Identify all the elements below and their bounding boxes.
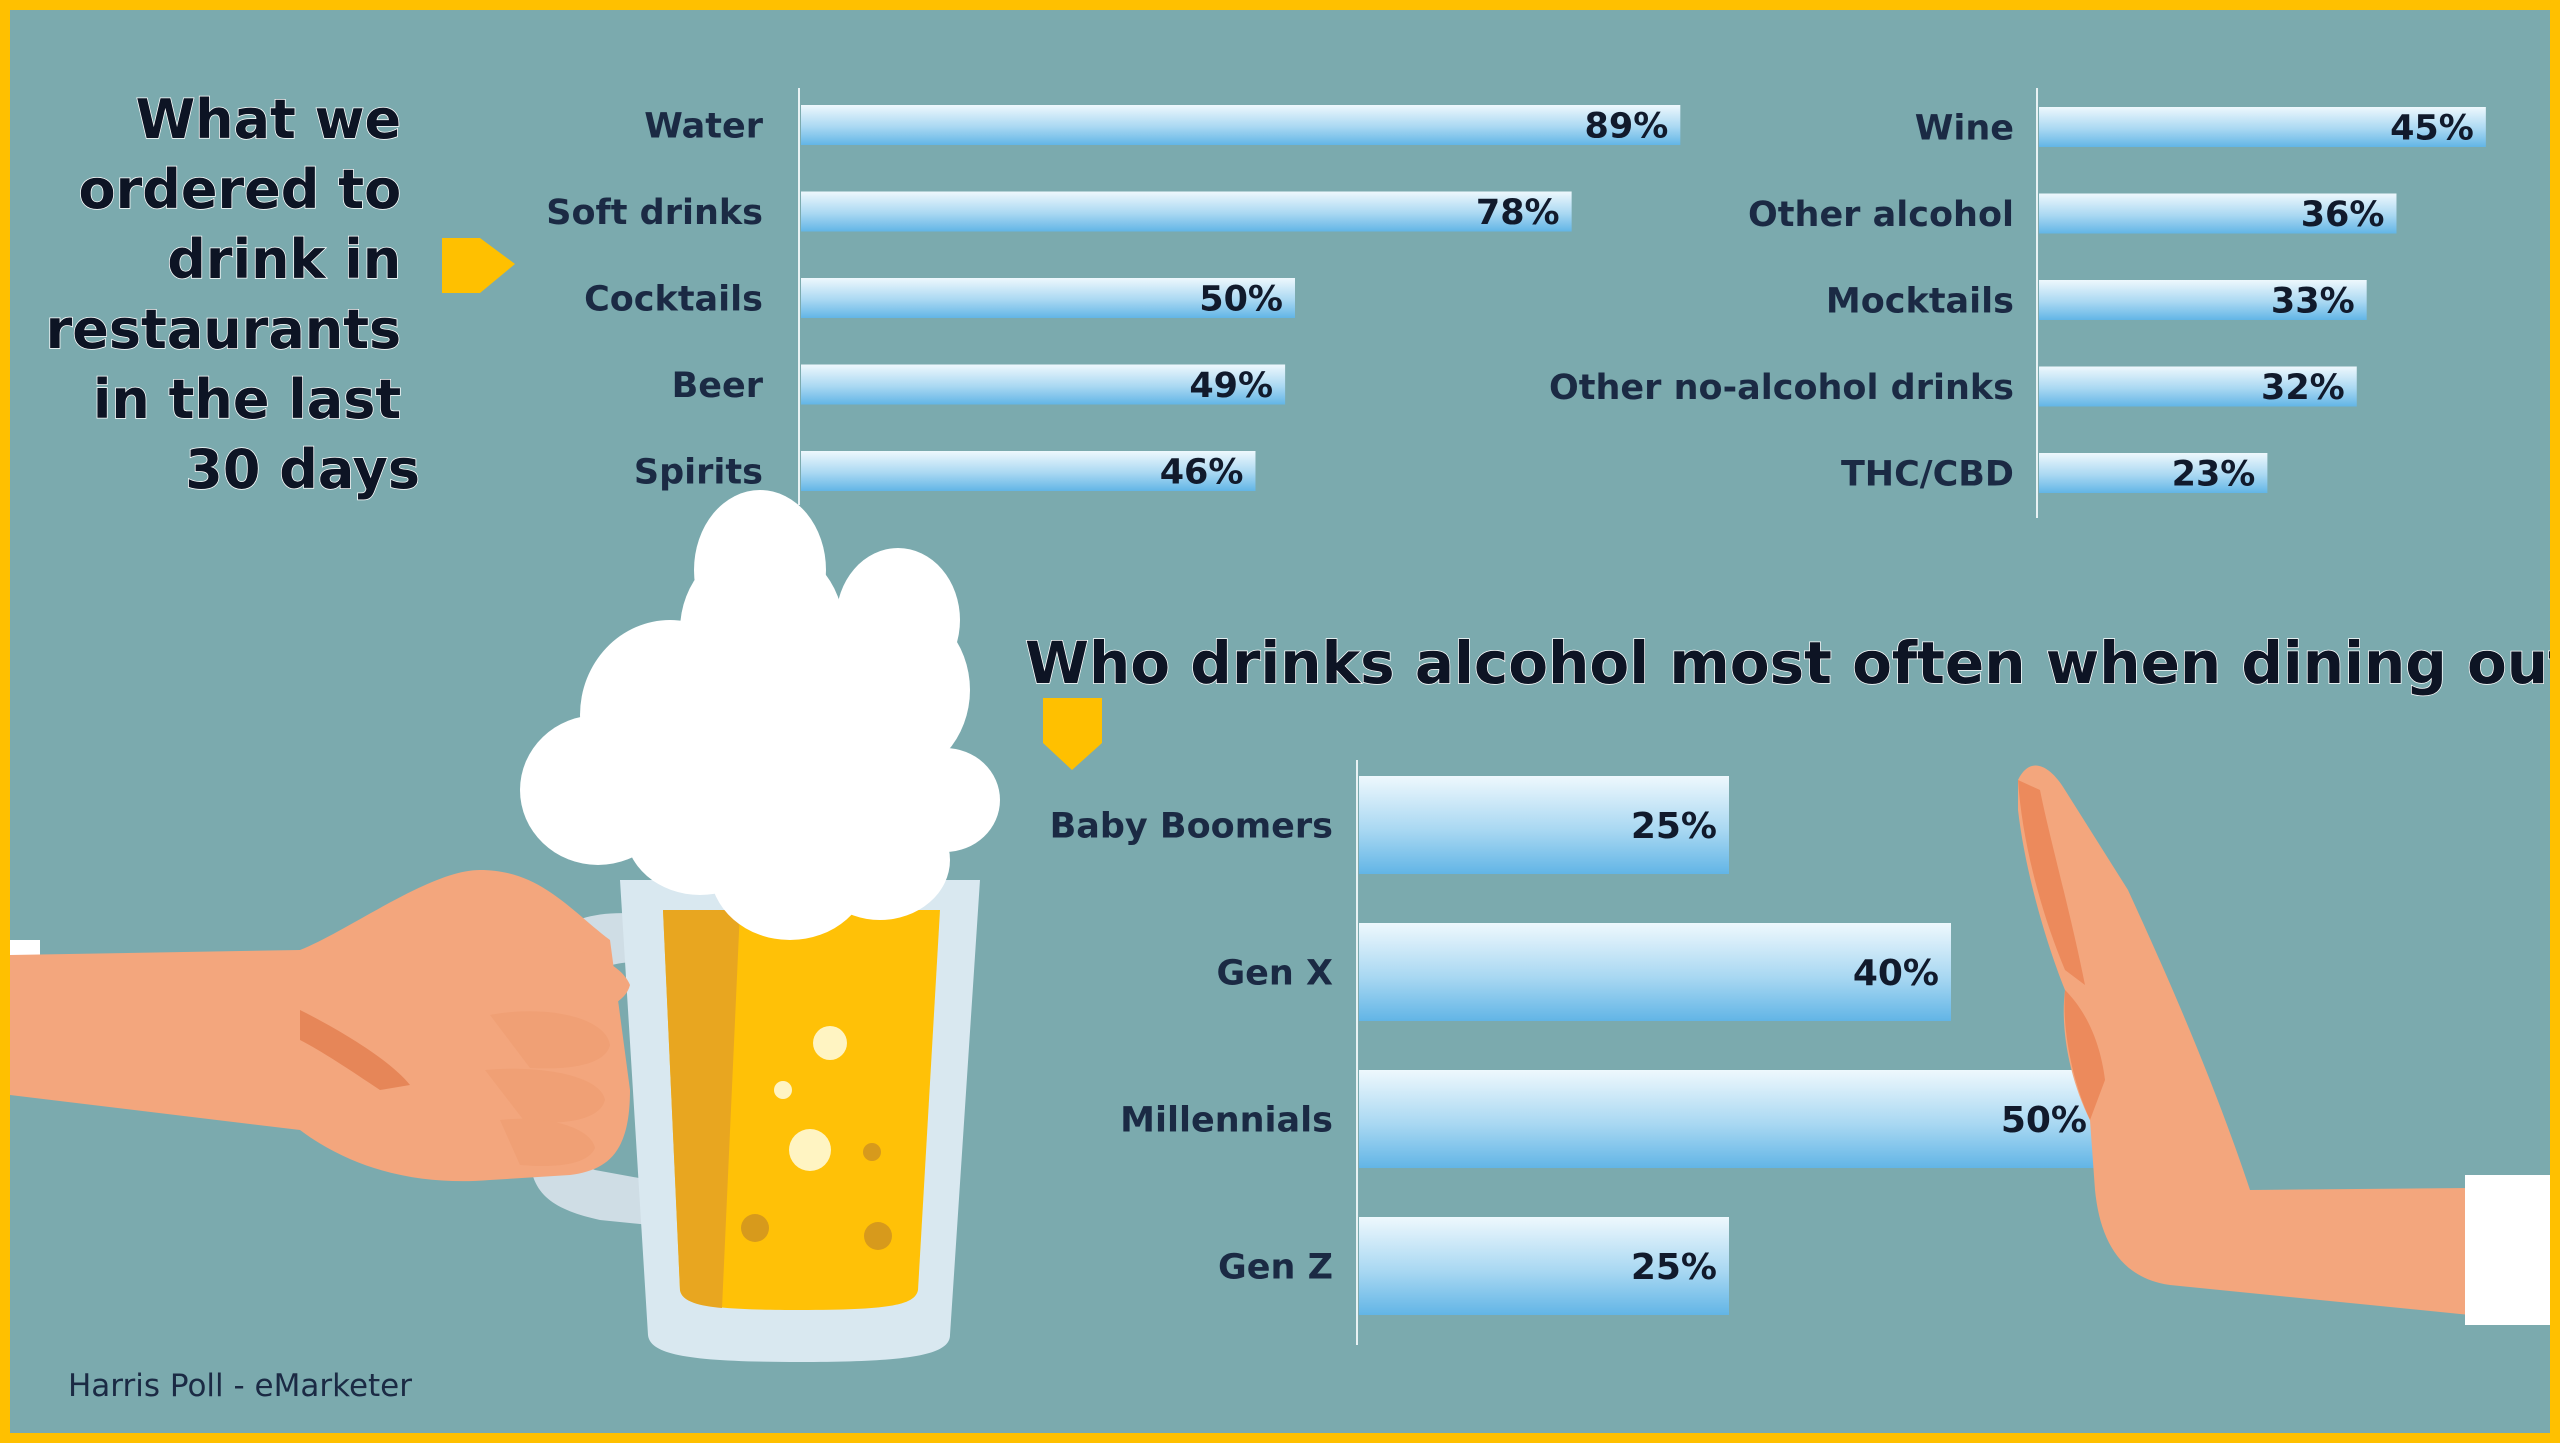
value-label-gen-z: 25% [1631, 1247, 1717, 1288]
value-label-other-alcohol: 36% [2301, 195, 2385, 235]
category-label-wine: Wine [1915, 109, 2014, 149]
bar-gen-x [1359, 923, 1951, 1021]
bar-spirits [801, 451, 1256, 491]
bar-cocktails [801, 278, 1295, 318]
stop-hand-icon [2018, 765, 2550, 1325]
infographic-canvas: What we ordered to drink in restaurants … [10, 10, 2550, 1433]
value-label-water: 89% [1585, 107, 1669, 147]
value-label-thc-cbd: 23% [2172, 455, 2256, 495]
bar-baby-boomers [1359, 776, 1729, 874]
bar-other-alcohol [2039, 193, 2397, 234]
chart1-title: What we ordered to drink in restaurants … [46, 88, 420, 501]
bar-gen-z [1359, 1217, 1729, 1315]
value-label-soft-drinks: 78% [1476, 193, 1560, 233]
bar-thc-cbd [2039, 453, 2268, 493]
value-label-wine: 45% [2390, 109, 2474, 149]
bar-soft-drinks [801, 191, 1572, 232]
category-label-thc-cbd: THC/CBD [1841, 455, 2014, 495]
bar-beer [801, 364, 1286, 405]
chart3-title: Who drinks alcohol most often when dinin… [1025, 629, 2550, 697]
source-note: Harris Poll - eMarketer [68, 1368, 412, 1404]
value-label-millennials: 50% [2001, 1100, 2087, 1141]
category-label-gen-x: Gen X [1216, 954, 1333, 994]
category-label-spirits: Spirits [634, 453, 763, 493]
value-label-cocktails: 50% [1199, 280, 1283, 320]
category-label-mocktails: Mocktails [1826, 282, 2014, 322]
infographic-frame: What we ordered to drink in restaurants … [10, 10, 2550, 1433]
value-label-mocktails: 33% [2271, 282, 2355, 322]
value-label-baby-boomers: 25% [1631, 806, 1717, 847]
beer-mug-icon [520, 490, 1000, 1362]
bar-water [801, 105, 1681, 145]
category-label-other-alcohol: Other alcohol [1748, 195, 2014, 235]
chart-generations: Baby Boomers 25% Gen X 40% Millennials 50% Gen… [1050, 760, 2099, 1345]
category-label-millennials: Millennials [1120, 1101, 1333, 1141]
chart-drinks-ordered-left: Water 89% Soft drinks 78% Cocktails 50% Beer 49… [546, 88, 1681, 505]
category-label-gen-z: Gen Z [1218, 1248, 1333, 1288]
category-label-beer: Beer [672, 366, 764, 406]
arrow-down-icon [1043, 698, 1102, 770]
bar-wine [2039, 107, 2486, 147]
bar-mocktails [2039, 280, 2367, 320]
arrow-right-icon [442, 238, 515, 293]
bar-other-no-alcohol-drinks [2039, 366, 2357, 407]
category-label-water: Water [644, 107, 763, 147]
bar-millennials [1359, 1070, 2099, 1168]
value-label-spirits: 46% [1160, 453, 1244, 493]
value-label-beer: 49% [1189, 366, 1273, 406]
value-label-gen-x: 40% [1853, 953, 1939, 994]
category-label-soft-drinks: Soft drinks [546, 193, 763, 233]
value-label-other-no-alcohol-drinks: 32% [2261, 368, 2345, 408]
chart-drinks-ordered-right: Wine 45% Other alcohol 36% Mocktails 33% Other… [1549, 88, 2486, 518]
category-label-baby-boomers: Baby Boomers [1050, 807, 1333, 847]
category-label-cocktails: Cocktails [584, 280, 763, 320]
hand-holding-icon [10, 870, 630, 1182]
category-label-other-no-alcohol-drinks: Other no-alcohol drinks [1549, 368, 2014, 408]
